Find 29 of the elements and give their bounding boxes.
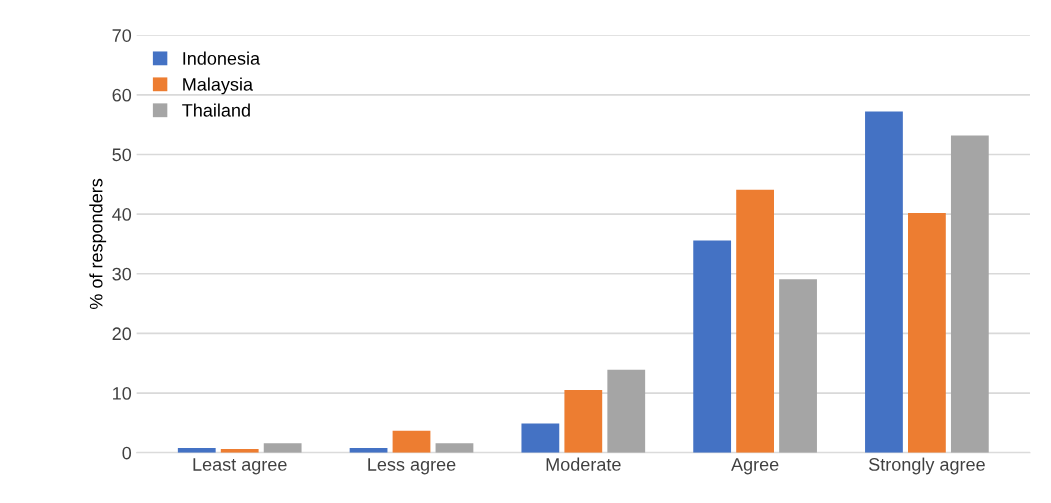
- bar: [263, 443, 302, 453]
- legend-label: Thailand: [182, 103, 250, 117]
- x-tick-label: Strongly agree: [869, 457, 985, 475]
- legend-label: Malaysia: [183, 77, 254, 95]
- bar: [607, 369, 646, 453]
- y-tick-label: 20: [112, 327, 132, 341]
- x-tick-label: Least agree: [193, 458, 287, 475]
- bar: [435, 443, 474, 453]
- y-tick-label: 10: [113, 386, 132, 400]
- bar: [908, 212, 946, 453]
- y-axis-title: % of responders: [89, 178, 107, 310]
- x-tick-label: Agree: [731, 458, 779, 475]
- bar: [865, 111, 903, 453]
- y-tick-label: 70: [112, 29, 132, 42]
- bar: [950, 135, 989, 453]
- x-tick-label: Moderate: [546, 457, 621, 471]
- y-tick-label: 30: [112, 267, 132, 281]
- y-tick-label: 40: [112, 208, 132, 221]
- bar: [779, 279, 817, 453]
- x-tick-label: Less agree: [368, 458, 456, 475]
- bar: [392, 430, 431, 453]
- bar: [693, 240, 732, 453]
- y-tick-label: 60: [112, 88, 132, 102]
- bar: [521, 423, 560, 453]
- bar: [564, 390, 603, 453]
- bar: [736, 189, 774, 453]
- y-tick-label: 0: [122, 446, 132, 460]
- y-tick-label: 50: [112, 148, 132, 162]
- legend-label: Indonesia: [183, 51, 261, 65]
